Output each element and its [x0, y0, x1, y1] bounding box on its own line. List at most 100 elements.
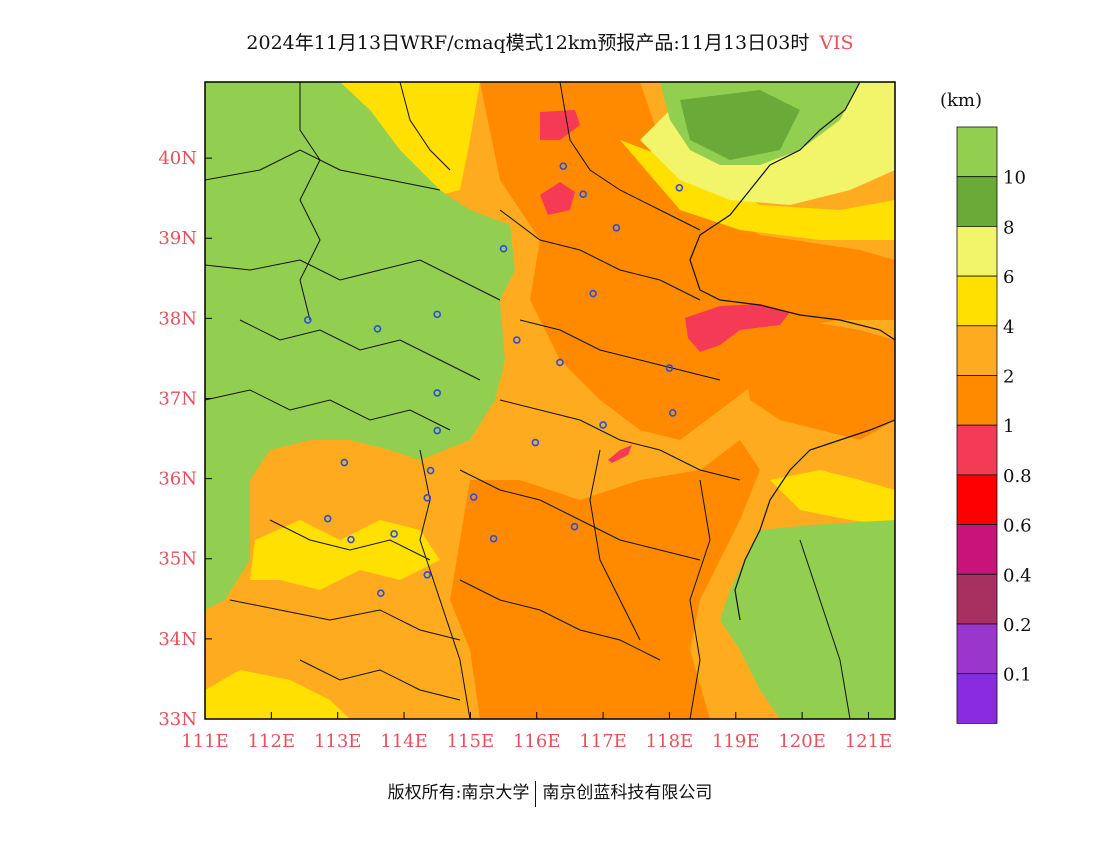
visibility-field	[205, 82, 895, 719]
legend-swatch	[956, 673, 998, 724]
coastline	[689, 82, 895, 341]
legend-label: 0.4	[1003, 565, 1032, 586]
station-marker	[570, 522, 579, 531]
legend-swatch	[956, 225, 998, 277]
vis-zone-lt1km-beijing	[540, 110, 580, 140]
coastline	[734, 419, 895, 621]
station-marker	[340, 458, 349, 467]
legend-label: 2	[1003, 367, 1014, 388]
boundary-line	[499, 399, 741, 481]
station-marker	[423, 494, 432, 502]
y-tick-label: 38N	[158, 308, 197, 329]
station-marker	[433, 426, 442, 435]
color-legend: 10 8 6 4 2 1 0.8 0.6 0.4 0.2 0.1	[956, 126, 1032, 724]
station-marker	[513, 336, 521, 344]
x-tick-label: 119E	[712, 731, 760, 752]
legend-swatch	[956, 424, 998, 476]
boundary-line	[519, 319, 721, 381]
x-tick-label: 116E	[513, 731, 561, 752]
vis-zone-4-6km-east	[770, 470, 895, 525]
footer-credit: 版权所有:南京大学 南京创蓝科技有限公司	[0, 778, 1100, 807]
footer-left: 版权所有:南京大学	[387, 783, 530, 803]
title-text: 2024年11月13日WRF/cmaq模式12km预报产品:11月13日03时	[246, 32, 810, 54]
x-tick-label: 114E	[380, 731, 428, 752]
legend-unit: (km)	[940, 90, 983, 111]
legend-label: 0.1	[1003, 665, 1032, 686]
boundary-line	[689, 479, 711, 719]
boundary-line	[589, 449, 641, 641]
legend-swatch	[956, 573, 998, 625]
station-marker	[347, 535, 355, 544]
boundary-line	[269, 519, 431, 561]
station-marker	[579, 190, 587, 198]
y-tick-label: 35N	[158, 549, 197, 570]
legend-label: 10	[1003, 168, 1026, 189]
y-tick-label: 33N	[158, 709, 197, 730]
vis-zone-4-6km-northeast	[620, 140, 895, 240]
station-marker	[556, 358, 564, 367]
title-variable: VIS	[819, 32, 854, 54]
x-tick-label: 115E	[447, 731, 495, 752]
station-marker	[589, 289, 597, 298]
x-tick-label: 117E	[579, 731, 627, 752]
station-marker	[499, 244, 508, 253]
legend-swatch	[956, 474, 998, 525]
boundary-line	[499, 209, 701, 301]
legend-swatch	[956, 126, 998, 178]
legend-label: 8	[1003, 217, 1014, 238]
legend-swatch	[956, 176, 998, 227]
boundary-line	[559, 82, 701, 231]
x-tick-label: 118E	[646, 731, 694, 752]
vis-zone-8-10km-north	[680, 90, 800, 160]
legend-label: 1	[1003, 416, 1014, 437]
vis-zone-1-2km-south	[450, 440, 760, 719]
boundary-line	[459, 469, 701, 561]
x-axis: 111E 112E 113E 114E 115E 116E 117E 118E 119E 120E…	[181, 712, 892, 752]
admin-boundaries	[205, 82, 895, 719]
boundary-line	[399, 82, 451, 171]
legend-swatch	[956, 325, 998, 376]
legend-label: 0.6	[1003, 516, 1032, 537]
x-tick-label: 113E	[314, 731, 362, 752]
y-axis: 33N 34N 35N 36N 37N 38N 39N 40N	[158, 148, 212, 730]
footer-right: 南京创蓝科技有限公司	[542, 783, 713, 803]
vis-zone-gt10km-west	[205, 82, 515, 610]
station-marker	[377, 589, 385, 598]
vis-zone-lt1km-tianjin	[540, 182, 575, 215]
y-tick-label: 34N	[158, 629, 197, 650]
legend-swatch	[956, 623, 998, 675]
station-marker	[531, 438, 540, 447]
x-tick-label: 121E	[845, 731, 893, 752]
station-marker	[489, 534, 498, 543]
legend-label: 0.8	[1003, 466, 1032, 487]
vis-zone-4-6km-corner	[205, 670, 350, 719]
station-marker	[373, 324, 382, 333]
station-marker	[668, 409, 677, 417]
station-marker	[323, 514, 332, 523]
station-marker	[675, 183, 684, 192]
boundary-line	[299, 82, 321, 321]
legend-swatch	[956, 275, 998, 327]
map-frame	[204, 81, 896, 720]
station-marker	[665, 364, 674, 372]
legend-label: 6	[1003, 267, 1014, 288]
legend-swatch	[956, 524, 998, 575]
station-marker	[433, 310, 442, 319]
boundary-line	[205, 389, 451, 431]
boundary-line	[419, 449, 471, 719]
vis-zone-lt1km-shandong	[608, 445, 632, 463]
boundary-line	[205, 259, 501, 301]
x-tick-label: 112E	[248, 731, 296, 752]
map-title: 2024年11月13日WRF/cmaq模式12km预报产品:11月13日03时 V…	[0, 28, 1100, 55]
station-marker	[433, 389, 442, 397]
station-marker	[559, 162, 568, 170]
boundary-line	[299, 659, 461, 701]
y-tick-label: 36N	[158, 469, 197, 490]
boundary-line	[459, 579, 661, 661]
legend-label: 0.2	[1003, 615, 1032, 636]
station-marker	[423, 570, 432, 579]
vis-zone-1-2km-north	[480, 82, 895, 440]
station-marker	[390, 530, 398, 538]
station-marker	[599, 421, 607, 429]
boundary-line	[799, 539, 851, 719]
